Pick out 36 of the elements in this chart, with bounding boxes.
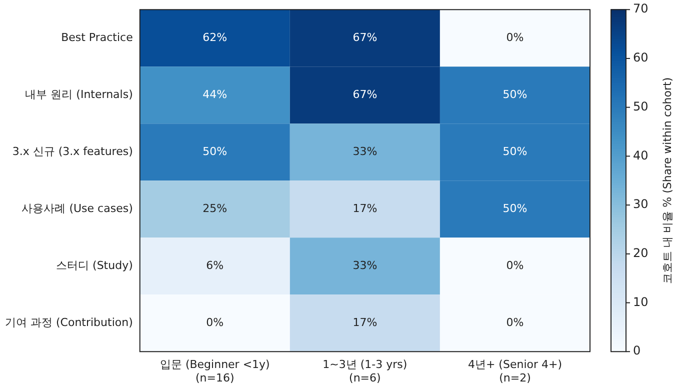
color-bar-label: 20	[633, 246, 648, 260]
color-bar-label: 10	[633, 294, 648, 309]
color-bar-label: 50	[633, 99, 648, 114]
color-bar-label: 40	[633, 148, 648, 162]
data-label: 17%	[352, 202, 378, 215]
data-label: 62%	[202, 30, 228, 44]
color-bar-label: 60	[633, 50, 648, 65]
data-label: 0%	[206, 316, 224, 329]
y-tick-label: Best Practice	[61, 30, 134, 44]
y-tick-label: 사용사례 (Use cases)	[22, 202, 133, 215]
data-label: 17%	[352, 316, 378, 329]
data-label: 50%	[202, 144, 228, 158]
data-label: 25%	[202, 202, 228, 215]
data-label: 50%	[502, 202, 528, 215]
data-label: 67%	[352, 88, 378, 101]
data-label: 33%	[352, 258, 378, 272]
x-tick-label: 입문 (Beginner <1y) (n=16)	[160, 358, 270, 384]
y-tick-label: 스터디 (Study)	[56, 258, 133, 272]
y-tick-label: 3.x 신규 (3.x features)	[12, 144, 133, 158]
color-bar-label: 70	[633, 2, 648, 16]
x-tick-label: 4년+ (Senior 4+) (n=2)	[468, 358, 562, 384]
color-bar-title: 코호트 내 비율 % (Share within cohort)	[660, 77, 674, 284]
data-label: 50%	[502, 144, 528, 158]
data-label: 44%	[202, 88, 228, 101]
color-bar-label: 30	[633, 197, 648, 212]
data-label: 50%	[502, 88, 528, 101]
x-tick-label: 1~3년 (1-3 yrs) (n=6)	[322, 358, 408, 384]
data-label: 6%	[206, 258, 224, 272]
data-label: 0%	[506, 258, 524, 272]
color-bar-label: 0	[633, 344, 641, 358]
data-label: 67%	[352, 30, 378, 44]
y-tick-label: 기여 과정 (Contribution)	[5, 316, 133, 329]
y-tick-label: 내부 원리 (Internals)	[25, 88, 133, 101]
data-label: 0%	[506, 30, 524, 44]
data-label: 33%	[352, 144, 378, 158]
data-label: 0%	[506, 316, 524, 329]
